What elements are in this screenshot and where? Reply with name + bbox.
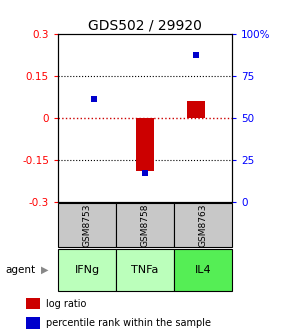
Bar <box>174 249 232 291</box>
Bar <box>136 118 154 171</box>
Text: ▶: ▶ <box>41 265 49 275</box>
Text: log ratio: log ratio <box>46 299 86 309</box>
Text: agent: agent <box>6 265 36 275</box>
Text: TNFa: TNFa <box>131 265 159 275</box>
Bar <box>116 249 174 291</box>
Bar <box>26 317 40 329</box>
Text: IL4: IL4 <box>195 265 211 275</box>
Text: IFNg: IFNg <box>75 265 99 275</box>
Bar <box>174 203 232 247</box>
Title: GDS502 / 29920: GDS502 / 29920 <box>88 18 202 33</box>
Bar <box>116 203 174 247</box>
Text: percentile rank within the sample: percentile rank within the sample <box>46 318 211 328</box>
Bar <box>58 203 116 247</box>
Bar <box>187 101 205 118</box>
Text: GSM8763: GSM8763 <box>198 203 208 247</box>
Bar <box>26 298 40 309</box>
Text: GSM8758: GSM8758 <box>140 203 150 247</box>
Bar <box>58 249 116 291</box>
Text: GSM8753: GSM8753 <box>82 203 92 247</box>
